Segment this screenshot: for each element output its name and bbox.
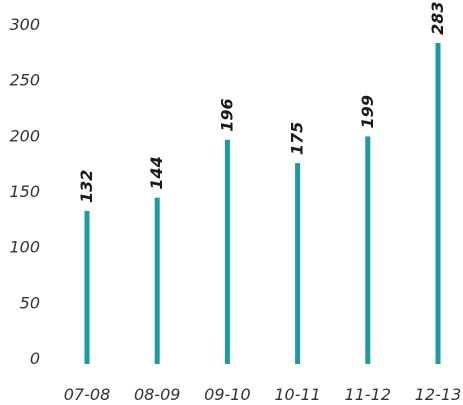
y-axis: 0 50 100 150 200 250 300 xyxy=(9,15,40,368)
x-tick-label: 09-10 xyxy=(204,385,251,404)
data-label: 196 xyxy=(217,98,236,131)
y-tick-label: 50 xyxy=(20,293,40,312)
bar xyxy=(84,211,90,364)
y-tick-label: 250 xyxy=(9,71,40,90)
x-tick-label: 11-12 xyxy=(345,385,392,404)
bars xyxy=(84,42,441,364)
bar xyxy=(224,139,230,364)
data-label: 144 xyxy=(147,156,166,189)
data-label: 132 xyxy=(77,170,96,203)
x-tick-label: 08-09 xyxy=(134,385,181,404)
y-tick-label: 0 xyxy=(30,349,40,368)
bar xyxy=(365,136,371,364)
bar xyxy=(154,197,160,364)
y-tick-label: 200 xyxy=(9,126,40,145)
bar xyxy=(295,163,301,364)
y-tick-label: 150 xyxy=(9,182,40,201)
x-tick-label: 07-08 xyxy=(64,385,111,404)
x-tick-label: 10-11 xyxy=(274,385,321,404)
y-tick-label: 300 xyxy=(9,15,40,34)
data-label: 175 xyxy=(288,122,307,155)
data-label: 283 xyxy=(428,2,447,35)
x-axis: 07-08 08-09 09-10 10-11 11-12 12-13 xyxy=(64,385,462,404)
bar xyxy=(435,42,441,364)
x-tick-label: 12-13 xyxy=(415,385,462,404)
y-tick-label: 100 xyxy=(9,238,40,257)
data-label: 199 xyxy=(358,95,377,128)
data-labels: 132 144 196 175 199 283 xyxy=(77,2,447,204)
